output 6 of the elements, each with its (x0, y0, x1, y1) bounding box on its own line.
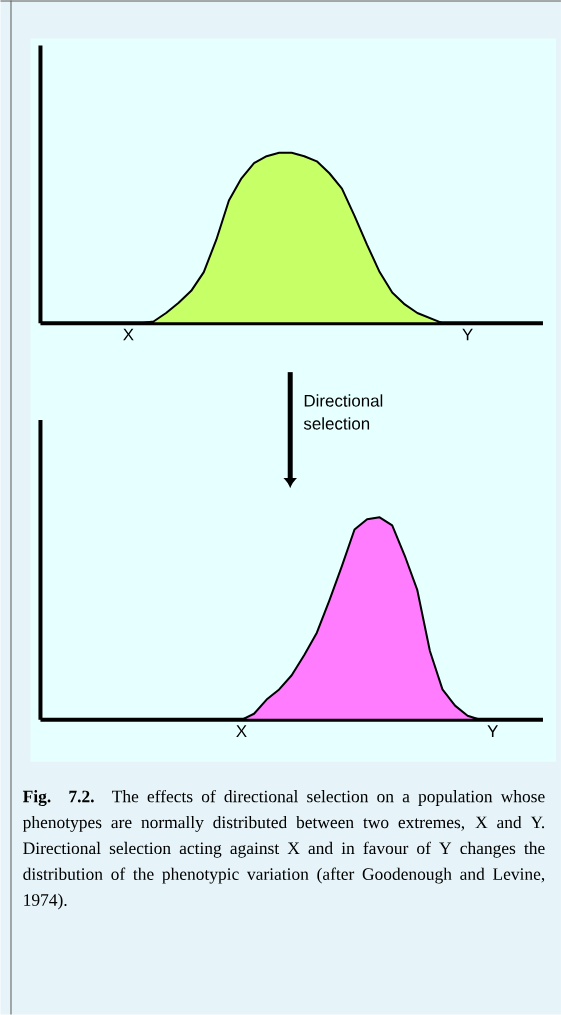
x-tick-label: X (235, 725, 247, 737)
x-tick-label: Y (487, 725, 498, 737)
x-tick-label: Y (462, 328, 473, 341)
text: Directional selection (303, 394, 382, 430)
text: Fig. 7.2. The effects of directional selection on a population whose phenotypes are normally distributed between two extremes, X and Y. Directional selection acting against X and in favour of Y changes the distribution of the phenotypic variation (after Goodenough and Levine, 1974). (22, 789, 545, 910)
x-tick-label: X (122, 328, 134, 341)
